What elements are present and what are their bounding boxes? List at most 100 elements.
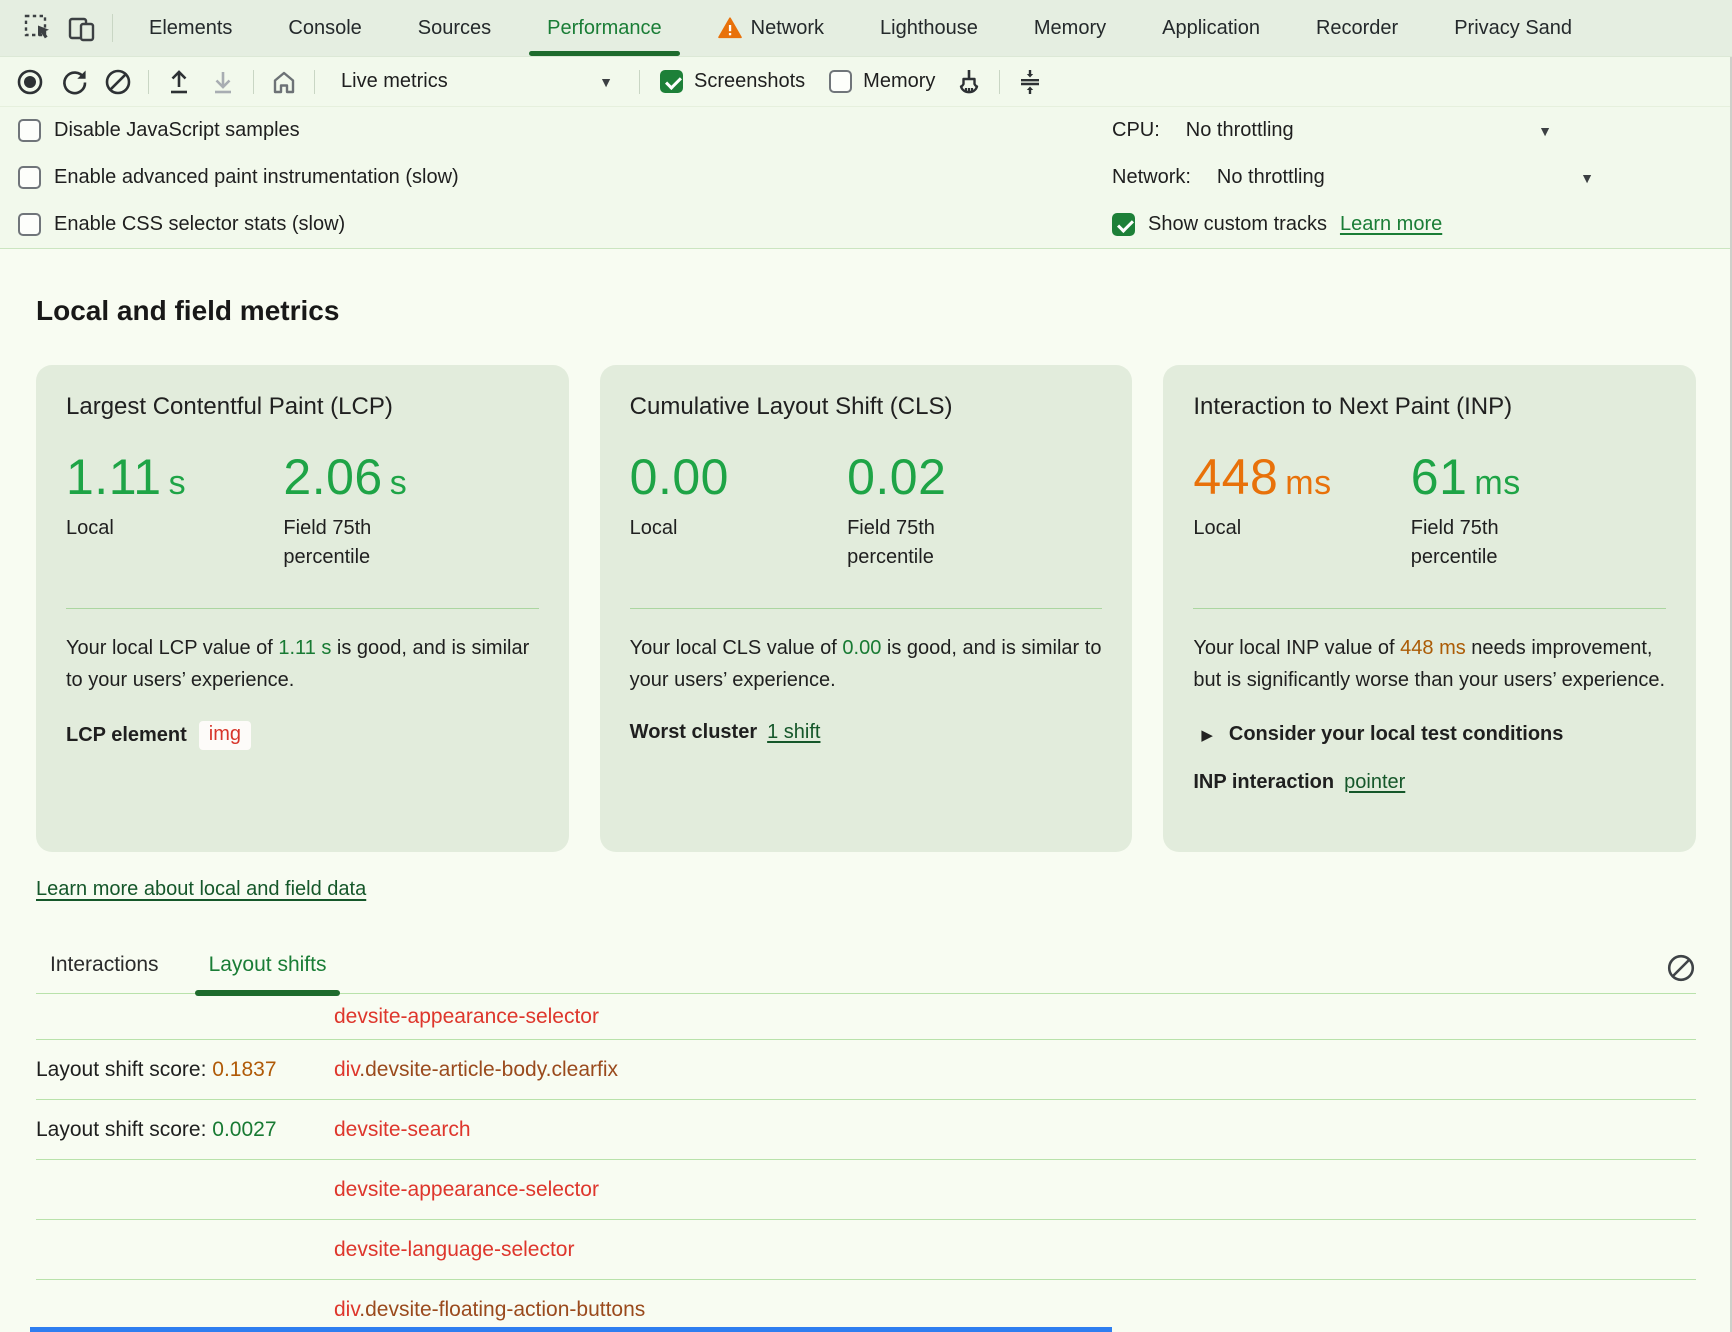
- devtools-tabbar: Elements Console Sources Performance Network…: [0, 0, 1732, 57]
- checkbox-label: Disable JavaScript samples: [54, 119, 300, 141]
- tab-network[interactable]: Network: [690, 0, 852, 56]
- show-custom-tracks-checkbox-box[interactable]: [1112, 213, 1135, 236]
- block-icon: [1667, 954, 1695, 982]
- checkbox-box[interactable]: [18, 119, 41, 142]
- chevron-down-icon: ▼: [1538, 122, 1552, 139]
- shifted-element-node-link[interactable]: devsite-appearance-selector: [334, 1178, 599, 1202]
- capture-settings-pane: Disable JavaScript samples Enable advance…: [0, 107, 1732, 249]
- screenshots-checkbox-box[interactable]: [660, 70, 683, 93]
- record-button[interactable]: [12, 64, 48, 100]
- record-icon: [17, 69, 43, 94]
- cls-local-value: 0.00: [629, 449, 729, 505]
- inspect-element-button[interactable]: [16, 0, 60, 56]
- live-metrics-view: Local and field metrics Largest Contentf…: [0, 295, 1732, 1332]
- history-dropdown[interactable]: Live metrics ▼: [327, 57, 627, 106]
- memory-checkbox[interactable]: Memory: [821, 70, 943, 93]
- tab-label: Application: [1162, 16, 1260, 39]
- device-toolbar-button[interactable]: [60, 0, 104, 56]
- shifted-element-node-link[interactable]: div.devsite-article-body.clearfix: [334, 1058, 618, 1082]
- worst-cluster-label: Worst cluster: [629, 721, 758, 743]
- load-profile-button[interactable]: [161, 64, 197, 100]
- tab-privacy-sand[interactable]: Privacy Sand: [1426, 0, 1600, 56]
- checkbox-box[interactable]: [18, 213, 41, 236]
- node-tag-text: devsite-language-selector: [334, 1237, 575, 1261]
- inp-interaction-link[interactable]: pointer: [1344, 771, 1406, 793]
- shifted-element-node-link[interactable]: devsite-search: [334, 1118, 471, 1142]
- download-icon: [215, 71, 231, 93]
- cls-field-label: Field 75th percentile: [847, 517, 935, 568]
- block-icon: [105, 69, 131, 94]
- network-throttling-select[interactable]: Network: No throttling ▼: [1112, 154, 1594, 201]
- reload-icon: [63, 70, 87, 94]
- show-custom-tracks-checkbox[interactable]: Show custom tracks Learn more: [1112, 201, 1718, 248]
- inp-local-label: Local: [1193, 517, 1242, 539]
- tab-label: Performance: [547, 16, 662, 39]
- page-title: Local and field metrics: [36, 295, 340, 326]
- tab-recorder[interactable]: Recorder: [1288, 0, 1426, 56]
- tab-lighthouse[interactable]: Lighthouse: [852, 0, 1006, 56]
- shifted-element-node-link[interactable]: devsite-language-selector: [334, 1238, 574, 1262]
- tab-elements[interactable]: Elements: [121, 0, 260, 56]
- tab-performance[interactable]: Performance: [519, 0, 690, 56]
- tab-label: Sources: [417, 16, 492, 39]
- live-metrics-home-button[interactable]: [266, 64, 302, 100]
- lcp-card: Largest Contentful Paint (LCP) 1.11 s Loc…: [36, 365, 569, 852]
- clear-button[interactable]: [100, 64, 136, 100]
- checkbox-label: Enable advanced paint instrumentation (s…: [54, 166, 459, 188]
- save-profile-button[interactable]: [205, 64, 241, 100]
- logs-tab-layout-shifts[interactable]: Layout shifts: [194, 953, 341, 996]
- reload-record-button[interactable]: [56, 64, 92, 100]
- network-throttling-label: Network:: [1112, 166, 1191, 188]
- tab-memory[interactable]: Memory: [1006, 0, 1134, 56]
- performance-toolbar: Live metrics ▼ Screenshots Memory: [0, 57, 1732, 107]
- checkbox-box[interactable]: [18, 166, 41, 189]
- setting-checkbox-enable-css-selector[interactable]: Enable CSS selector stats (slow): [18, 201, 1112, 248]
- tabbar-divider: [112, 14, 113, 42]
- cls-local-label: Local: [629, 517, 678, 539]
- learn-more-local-field-link[interactable]: Learn more about local and field data: [36, 878, 367, 900]
- gc-button[interactable]: [951, 64, 987, 100]
- shifted-element-node-link[interactable]: div.devsite-floating-action-buttons: [334, 1298, 645, 1322]
- cpu-throttling-select[interactable]: CPU: No throttling ▼: [1112, 107, 1552, 154]
- cls-card-title: Cumulative Layout Shift (CLS): [629, 393, 953, 420]
- card-divider: [66, 608, 539, 609]
- scrollbar-track[interactable]: [1730, 57, 1732, 1332]
- local-test-conditions-disclosure[interactable]: ▶ Consider your local test conditions: [1193, 723, 1666, 746]
- chevron-down-icon: ▼: [1580, 169, 1594, 186]
- shifted-element-node-link[interactable]: devsite-appearance-selector: [334, 1005, 599, 1029]
- logs-tab-interactions[interactable]: Interactions: [50, 953, 159, 976]
- history-dropdown-value: Live metrics: [341, 70, 448, 92]
- collapse-icon: [1021, 69, 1040, 94]
- tab-label: Console: [288, 16, 362, 39]
- cpu-throttling-label: CPU:: [1112, 119, 1160, 141]
- layout-shift-row: devsite-language-selector: [36, 1220, 1696, 1280]
- screenshots-checkbox[interactable]: Screenshots: [652, 70, 813, 93]
- lcp-element-node-link[interactable]: img: [198, 721, 252, 750]
- lcp-card-title: Largest Contentful Paint (LCP): [66, 393, 393, 420]
- memory-checkbox-box[interactable]: [829, 70, 853, 93]
- tab-label: Privacy Sand: [1454, 16, 1573, 39]
- clear-log-button[interactable]: [1666, 953, 1696, 983]
- checkbox-label: Enable CSS selector stats (slow): [54, 213, 346, 235]
- tab-label: Elements: [149, 16, 233, 39]
- custom-tracks-learn-more-link[interactable]: Learn more: [1339, 213, 1443, 235]
- tab-application[interactable]: Application: [1134, 0, 1288, 56]
- layout-shift-row: devsite-appearance-selector: [36, 994, 1696, 1040]
- metric-cards: Largest Contentful Paint (LCP) 1.11 s Loc…: [36, 365, 1697, 852]
- logs-tabs: Interactions Layout shifts: [36, 953, 362, 996]
- layout-shift-row: div.devsite-floating-action-buttons: [36, 1280, 1696, 1332]
- tab-label: Recorder: [1315, 16, 1399, 39]
- device-toolbar-icon: [68, 17, 95, 42]
- setting-checkbox-disable-javascript-samples[interactable]: Disable JavaScript samples: [18, 107, 1112, 154]
- setting-checkbox-enable-advanced-paint[interactable]: Enable advanced paint instrumentation (s…: [18, 154, 1112, 201]
- throttling-settings: CPU: No throttling ▼ Network: No throttl…: [1112, 107, 1732, 248]
- worst-cluster-link[interactable]: 1 shift: [767, 721, 821, 743]
- node-tag-text: devsite-search: [334, 1117, 471, 1141]
- tab-sources[interactable]: Sources: [390, 0, 519, 56]
- inp-field-label: Field 75th percentile: [1410, 517, 1499, 568]
- tab-label: Memory: [1033, 16, 1107, 39]
- node-tag-text: div: [334, 1297, 360, 1321]
- chevron-down-icon: ▼: [599, 73, 613, 90]
- collapse-button[interactable]: [1012, 64, 1048, 100]
- tab-console[interactable]: Console: [260, 0, 389, 56]
